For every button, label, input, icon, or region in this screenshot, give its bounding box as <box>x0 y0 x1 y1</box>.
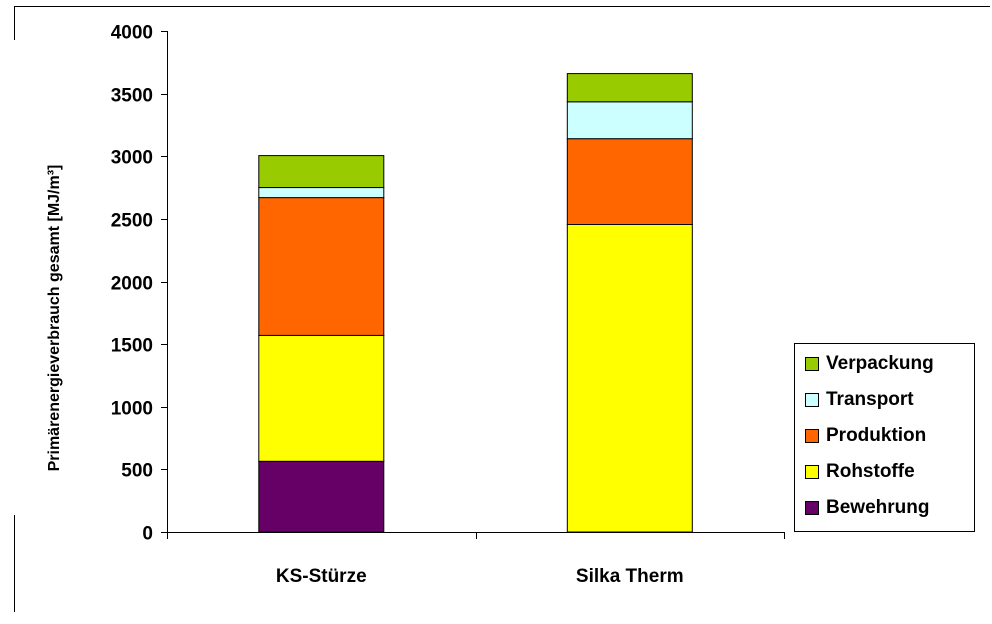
bar-ks-st-rze-rohstoffe <box>258 334 385 462</box>
y-tick-label-2500: 2500 <box>111 211 153 232</box>
bar-ks-st-rze-bewehrung <box>258 460 385 533</box>
legend-label-bewehrung: Bewehrung <box>826 497 930 518</box>
bar-ks-st-rze-verpackung <box>258 155 385 189</box>
legend-swatch-verpackung <box>805 357 819 371</box>
bar-ks-st-rze-transport <box>258 187 385 199</box>
legend-item-transport: Transport <box>805 386 914 414</box>
bar-ks-st-rze-produktion <box>258 197 385 336</box>
legend-item-verpackung: Verpackung <box>805 350 934 378</box>
legend-label-verpackung: Verpackung <box>826 353 934 374</box>
x-tick-label-ks-st-rze: KS-Stürze <box>276 566 367 587</box>
y-tick-label-2000: 2000 <box>111 274 153 295</box>
legend-swatch-produktion <box>805 429 819 443</box>
bar-silka-therm-rohstoffe <box>566 224 693 533</box>
bar-silka-therm-verpackung <box>566 73 693 103</box>
bar-silka-therm-transport <box>566 101 693 140</box>
legend-swatch-transport <box>805 393 819 407</box>
legend-item-produktion: Produktion <box>805 422 926 450</box>
legend-swatch-rohstoffe <box>805 465 819 479</box>
legend-swatch-bewehrung <box>805 501 819 515</box>
y-tick-label-4000: 4000 <box>111 23 153 44</box>
legend-item-bewehrung: Bewehrung <box>805 494 929 522</box>
y-tick-label-1500: 1500 <box>111 336 153 357</box>
legend-item-rohstoffe: Rohstoffe <box>805 458 915 486</box>
y-axis-title: Primärenergieverbrauch gesamt [MJ/m³] <box>46 165 63 472</box>
legend-label-produktion: Produktion <box>826 425 927 446</box>
legend: Verpackung Transport Produktion Rohstoff… <box>794 343 975 532</box>
y-tick-label-3500: 3500 <box>111 86 153 107</box>
bars-layer <box>258 73 693 533</box>
y-tick-label-500: 500 <box>121 461 153 482</box>
axes-layer: 0 500 1000 1500 2000 2500 3000 3500 4000 KS-Stürz… <box>111 23 785 587</box>
y-tick-label-1000: 1000 <box>111 399 153 420</box>
x-tick-label-silka-therm: Silka Therm <box>576 566 684 587</box>
y-tick-label-3000: 3000 <box>111 148 153 169</box>
y-tick-label-0: 0 <box>142 524 153 545</box>
legend-label-transport: Transport <box>826 389 914 410</box>
legend-label-rohstoffe: Rohstoffe <box>826 461 915 482</box>
bar-silka-therm-produktion <box>566 138 693 225</box>
